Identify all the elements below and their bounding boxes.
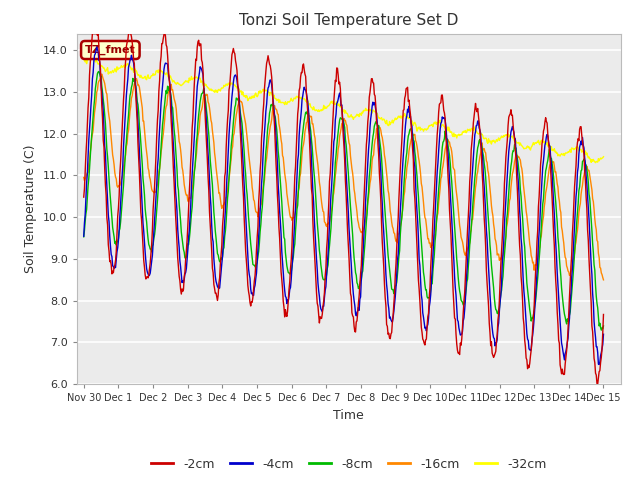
Text: TZ_fmet: TZ_fmet	[85, 45, 136, 55]
X-axis label: Time: Time	[333, 408, 364, 421]
Legend: -2cm, -4cm, -8cm, -16cm, -32cm: -2cm, -4cm, -8cm, -16cm, -32cm	[146, 453, 552, 476]
Title: Tonzi Soil Temperature Set D: Tonzi Soil Temperature Set D	[239, 13, 458, 28]
Y-axis label: Soil Temperature (C): Soil Temperature (C)	[24, 144, 38, 273]
